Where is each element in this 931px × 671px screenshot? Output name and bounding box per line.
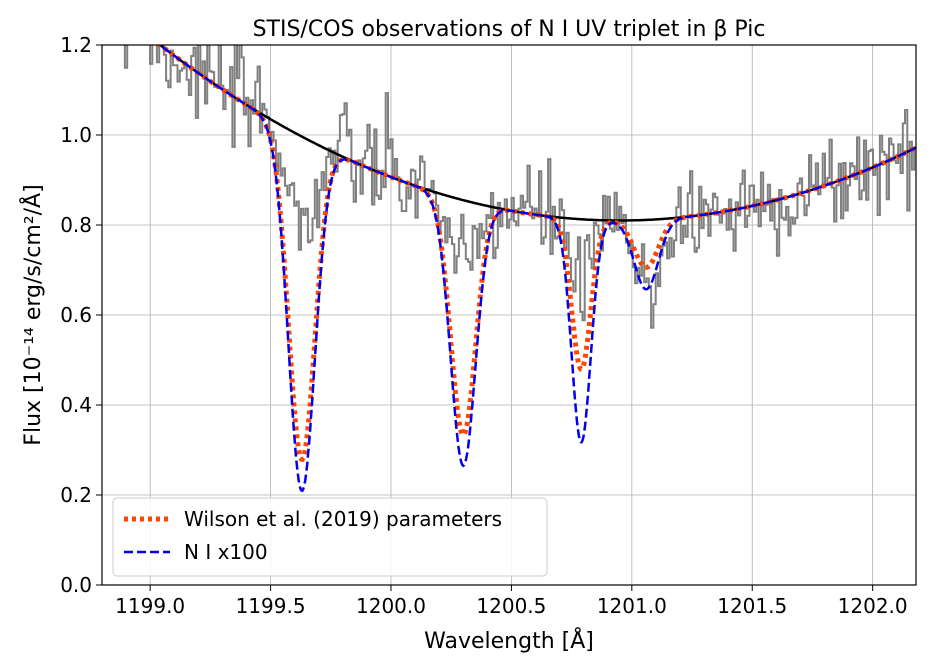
x-tick-label: 1201.0 (597, 594, 667, 618)
x-tick-label: 1199.0 (115, 594, 185, 618)
x-tick-label: 1201.5 (717, 594, 787, 618)
legend: Wilson et al. (2019) parameters N I x100 (112, 497, 548, 577)
x-tick-label: 1200.0 (356, 594, 426, 618)
x-tick-label: 1199.5 (236, 594, 306, 618)
ni-x100-model-line (157, 45, 916, 493)
y-tick-label: 0.4 (60, 393, 92, 417)
y-tick-label: 0.0 (60, 573, 92, 597)
legend-box (112, 497, 548, 577)
legend-label-ni: N I x100 (184, 540, 268, 564)
observed-spectrum-line (123, 45, 916, 329)
y-tick-label: 0.6 (60, 303, 92, 327)
x-axis-title: Wavelength [Å] (424, 627, 594, 654)
x-tick-label: 1202.0 (838, 594, 908, 618)
chart-title: STIS/COS observations of N I UV triplet … (253, 17, 766, 42)
legend-label-wilson: Wilson et al. (2019) parameters (184, 507, 502, 531)
y-axis-title: Flux [10⁻¹⁴ erg/s/cm²/Å] (19, 184, 46, 445)
y-axis: 0.0 0.2 0.4 0.6 0.8 1.0 1.2 (60, 33, 102, 597)
y-tick-label: 0.8 (60, 213, 92, 237)
x-tick-label: 1200.5 (476, 594, 546, 618)
plot-area (123, 45, 916, 493)
y-tick-label: 0.2 (60, 483, 92, 507)
x-axis: 1199.0 1199.5 1200.0 1200.5 1201.0 1201.5 1202… (115, 585, 908, 618)
wilson-model-line (155, 45, 916, 462)
y-tick-label: 1.0 (60, 123, 92, 147)
y-tick-label: 1.2 (60, 33, 92, 57)
